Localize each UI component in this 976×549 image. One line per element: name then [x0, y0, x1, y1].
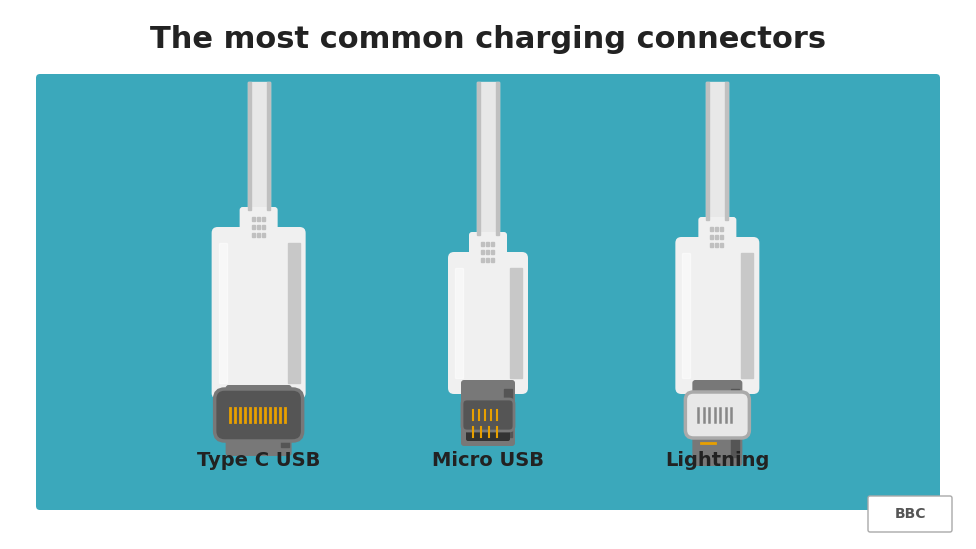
FancyBboxPatch shape: [215, 389, 303, 441]
Bar: [720, 235, 723, 239]
FancyBboxPatch shape: [466, 423, 510, 441]
FancyBboxPatch shape: [240, 207, 277, 241]
Bar: [477, 82, 480, 235]
Text: BBC: BBC: [894, 507, 926, 521]
Text: Lightning: Lightning: [666, 451, 769, 469]
Bar: [496, 82, 499, 235]
Bar: [486, 242, 489, 246]
Bar: [252, 217, 255, 221]
FancyBboxPatch shape: [225, 385, 292, 456]
FancyBboxPatch shape: [675, 237, 759, 394]
Bar: [262, 225, 264, 229]
Bar: [257, 217, 260, 221]
FancyBboxPatch shape: [448, 252, 528, 394]
FancyBboxPatch shape: [868, 496, 952, 532]
Bar: [720, 243, 723, 247]
Bar: [252, 233, 255, 237]
Bar: [491, 242, 494, 246]
FancyBboxPatch shape: [212, 227, 305, 399]
Bar: [742, 253, 753, 378]
Bar: [682, 253, 690, 378]
Bar: [481, 250, 484, 254]
Bar: [219, 243, 226, 383]
Bar: [262, 217, 264, 221]
Bar: [481, 258, 484, 262]
Bar: [711, 243, 713, 247]
Bar: [248, 82, 269, 210]
Bar: [455, 268, 463, 378]
FancyBboxPatch shape: [692, 380, 743, 466]
Text: Type C USB: Type C USB: [197, 451, 320, 469]
FancyBboxPatch shape: [699, 217, 736, 251]
Bar: [510, 268, 522, 378]
FancyBboxPatch shape: [469, 232, 507, 266]
Bar: [715, 243, 718, 247]
FancyBboxPatch shape: [462, 399, 514, 431]
Bar: [266, 82, 269, 210]
FancyBboxPatch shape: [461, 380, 515, 446]
Bar: [707, 82, 710, 220]
Bar: [725, 82, 728, 220]
Bar: [252, 225, 255, 229]
Bar: [720, 227, 723, 231]
Bar: [504, 389, 512, 437]
FancyBboxPatch shape: [36, 74, 940, 510]
Bar: [257, 225, 260, 229]
Bar: [481, 242, 484, 246]
Bar: [711, 227, 713, 231]
Bar: [486, 258, 489, 262]
Bar: [707, 82, 728, 220]
Text: Micro USB: Micro USB: [432, 451, 544, 469]
Bar: [715, 227, 718, 231]
Bar: [281, 394, 289, 447]
Bar: [248, 82, 251, 210]
Text: The most common charging connectors: The most common charging connectors: [150, 25, 826, 54]
Bar: [477, 82, 499, 235]
Bar: [257, 233, 260, 237]
Bar: [491, 258, 494, 262]
Bar: [715, 235, 718, 239]
Bar: [711, 235, 713, 239]
Bar: [288, 243, 300, 383]
Bar: [491, 250, 494, 254]
FancyBboxPatch shape: [685, 392, 750, 438]
Bar: [262, 233, 264, 237]
Bar: [486, 250, 489, 254]
Bar: [731, 389, 740, 457]
